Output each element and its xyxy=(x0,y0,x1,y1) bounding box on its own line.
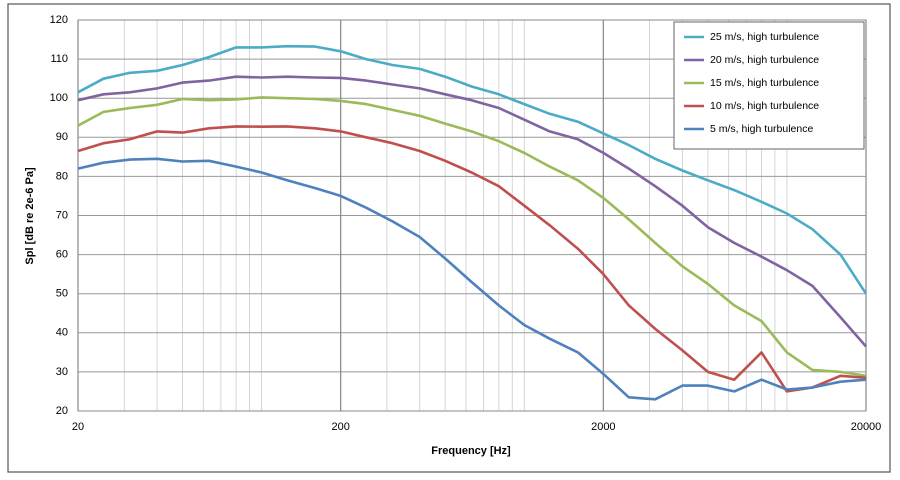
y-tick-label: 70 xyxy=(56,209,68,221)
plot-border xyxy=(77,19,867,412)
x-tick-label: 200 xyxy=(331,421,349,433)
legend: 25 m/s, high turbulence 20 m/s, high turb… xyxy=(673,21,865,150)
x-tick-label: 20000 xyxy=(851,421,882,433)
y-tick-label: 60 xyxy=(56,249,68,261)
y-tick-label: 50 xyxy=(56,288,68,300)
series-line xyxy=(77,75,867,348)
y-tick-label: 40 xyxy=(56,327,68,339)
y-tick-label: 90 xyxy=(56,131,68,143)
legend-label: 10 m/s, high turbulence xyxy=(710,100,819,112)
x-tick-label: 2000 xyxy=(591,421,615,433)
series-line xyxy=(77,125,867,393)
x-axis-label: Frequency [Hz] xyxy=(431,445,511,457)
legend-label: 20 m/s, high turbulence xyxy=(710,54,819,66)
y-tick-label: 110 xyxy=(50,53,68,65)
legend-label: 25 m/s, high turbulence xyxy=(710,31,819,43)
y-tick-label: 80 xyxy=(56,170,68,182)
legend-label: 5 m/s, high turbulence xyxy=(710,123,813,135)
x-tick-label: 20 xyxy=(72,421,84,433)
y-tick-label: 20 xyxy=(56,405,68,417)
y-axis-label: Spl [dB re 2e-6 Pa] xyxy=(24,167,36,265)
series-line xyxy=(77,44,868,295)
y-tick-label: 120 xyxy=(50,14,68,26)
series-line xyxy=(77,96,867,378)
series-line xyxy=(77,157,867,401)
y-tick-label: 30 xyxy=(56,366,68,378)
legend-label: 15 m/s, high turbulence xyxy=(710,77,819,89)
legend-box xyxy=(673,21,865,150)
y-tick-label: 100 xyxy=(50,92,68,104)
